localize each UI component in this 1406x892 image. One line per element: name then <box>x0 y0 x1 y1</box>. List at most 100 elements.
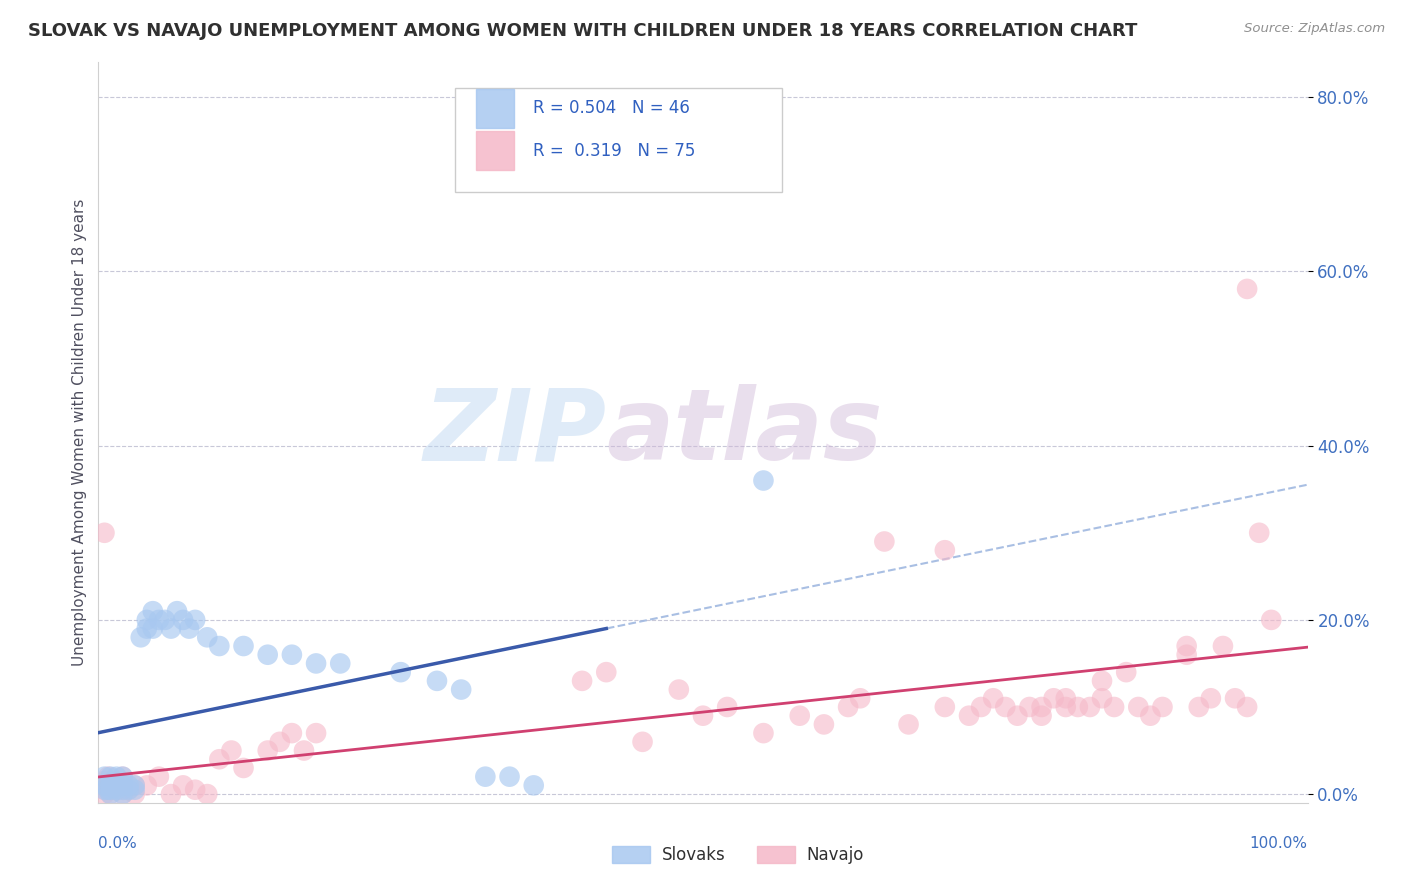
Point <box>1042 691 1064 706</box>
Point <box>595 665 617 680</box>
Point <box>148 613 170 627</box>
Point <box>105 770 128 784</box>
Point <box>97 782 120 797</box>
Point <box>93 782 115 797</box>
Text: R =  0.319   N = 75: R = 0.319 N = 75 <box>533 142 695 160</box>
Bar <box>758 847 794 863</box>
Point <box>208 752 231 766</box>
Point <box>1223 691 1246 706</box>
Point <box>100 778 122 792</box>
Point <box>97 770 120 784</box>
Point <box>1139 708 1161 723</box>
Point <box>813 717 835 731</box>
Text: 100.0%: 100.0% <box>1250 836 1308 851</box>
Bar <box>613 847 650 863</box>
Point <box>474 770 496 784</box>
Point <box>523 778 546 792</box>
Point <box>93 770 115 784</box>
Point <box>1102 700 1125 714</box>
Point <box>426 673 449 688</box>
Point <box>752 474 775 488</box>
Point <box>118 782 141 797</box>
Point <box>101 778 124 792</box>
Point <box>232 761 254 775</box>
Point <box>160 622 183 636</box>
Point <box>1054 700 1077 714</box>
Point <box>1031 708 1053 723</box>
Point <box>111 782 134 797</box>
Point <box>1007 708 1029 723</box>
Point <box>179 622 201 636</box>
Point <box>837 700 859 714</box>
Point <box>716 700 738 714</box>
Point <box>1249 525 1271 540</box>
Point <box>93 782 115 797</box>
Point <box>166 604 188 618</box>
Bar <box>475 89 515 128</box>
Point <box>281 648 304 662</box>
Y-axis label: Unemployment Among Women with Children Under 18 years: Unemployment Among Women with Children U… <box>72 199 87 666</box>
Point <box>1260 613 1282 627</box>
Point <box>1091 673 1114 688</box>
Point <box>934 700 956 714</box>
Point <box>124 782 146 797</box>
Point <box>129 630 152 644</box>
Point <box>93 787 115 801</box>
Point <box>1054 691 1077 706</box>
Point <box>100 770 122 784</box>
Text: Slovaks: Slovaks <box>662 846 725 863</box>
Text: Navajo: Navajo <box>807 846 865 863</box>
Point <box>124 778 146 792</box>
Point <box>1236 700 1258 714</box>
Point <box>105 778 128 792</box>
Point <box>389 665 412 680</box>
Point <box>111 787 134 801</box>
Point <box>184 782 207 797</box>
Point <box>269 735 291 749</box>
Point <box>100 787 122 801</box>
Point <box>208 639 231 653</box>
Point <box>1128 700 1150 714</box>
Point <box>172 778 194 792</box>
Point <box>135 622 157 636</box>
Point <box>789 708 811 723</box>
Text: R = 0.504   N = 46: R = 0.504 N = 46 <box>533 99 689 118</box>
Point <box>1078 700 1101 714</box>
Point <box>93 778 115 792</box>
Point <box>994 700 1017 714</box>
Point <box>195 630 218 644</box>
Point <box>100 782 122 797</box>
Bar <box>475 131 515 169</box>
Point <box>111 778 134 792</box>
Point <box>118 778 141 792</box>
Point <box>100 778 122 792</box>
Point <box>1236 282 1258 296</box>
Point <box>571 673 593 688</box>
Point <box>329 657 352 671</box>
Point <box>256 743 278 757</box>
Point <box>1175 639 1198 653</box>
Point <box>93 774 115 789</box>
Point <box>256 648 278 662</box>
Text: SLOVAK VS NAVAJO UNEMPLOYMENT AMONG WOMEN WITH CHILDREN UNDER 18 YEARS CORRELATI: SLOVAK VS NAVAJO UNEMPLOYMENT AMONG WOME… <box>28 22 1137 40</box>
Point <box>93 778 115 792</box>
Point <box>93 525 115 540</box>
Point <box>970 700 993 714</box>
Point <box>105 778 128 792</box>
Point <box>1067 700 1090 714</box>
Point <box>142 604 165 618</box>
Point <box>873 534 896 549</box>
Point <box>981 691 1004 706</box>
Point <box>752 726 775 740</box>
Point <box>135 778 157 792</box>
Text: 0.0%: 0.0% <box>98 836 138 851</box>
Point <box>1175 648 1198 662</box>
Point <box>1199 691 1222 706</box>
FancyBboxPatch shape <box>456 88 782 192</box>
Point <box>195 787 218 801</box>
Point <box>100 782 122 797</box>
Point <box>111 770 134 784</box>
Text: ZIP: ZIP <box>423 384 606 481</box>
Point <box>1031 700 1053 714</box>
Point <box>111 770 134 784</box>
